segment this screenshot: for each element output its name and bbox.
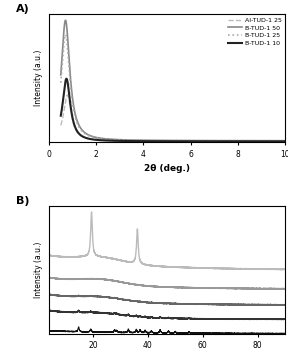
Al-TUD-1 25 xyxy=(155,138,158,143)
B-TUD-1 50 xyxy=(283,138,287,143)
B-TUD-1 25 xyxy=(145,138,149,142)
Al-TUD-1 25 xyxy=(145,138,149,143)
B-TUD-1 10 xyxy=(279,139,283,143)
Al-TUD-1 25 xyxy=(98,138,101,142)
Line: B-TUD-1 25: B-TUD-1 25 xyxy=(61,35,285,141)
B-TUD-1 10 xyxy=(65,77,68,81)
B-TUD-1 10 xyxy=(255,139,258,143)
B-TUD-1 50 xyxy=(98,136,101,140)
Al-TUD-1 25 xyxy=(255,139,258,143)
B-TUD-1 50 xyxy=(85,132,88,136)
B-TUD-1 10 xyxy=(145,139,149,143)
Line: Al-TUD-1 25: Al-TUD-1 25 xyxy=(61,95,285,141)
B-TUD-1 25 xyxy=(64,33,67,37)
Text: A): A) xyxy=(16,4,30,14)
Al-TUD-1 25 xyxy=(85,136,88,140)
Al-TUD-1 25 xyxy=(279,139,283,143)
B-TUD-1 10 xyxy=(283,139,287,143)
B-TUD-1 50 xyxy=(64,18,67,22)
B-TUD-1 50 xyxy=(155,138,158,143)
Text: B): B) xyxy=(16,196,29,206)
Y-axis label: Intensity (a.u.): Intensity (a.u.) xyxy=(34,242,43,298)
Line: B-TUD-1 10: B-TUD-1 10 xyxy=(61,79,285,141)
B-TUD-1 25 xyxy=(255,138,258,143)
Al-TUD-1 25 xyxy=(283,139,287,143)
B-TUD-1 50 xyxy=(59,73,62,77)
Y-axis label: Intensity (a.u.): Intensity (a.u.) xyxy=(34,50,43,106)
B-TUD-1 10 xyxy=(85,136,88,140)
B-TUD-1 10 xyxy=(155,139,158,143)
B-TUD-1 25 xyxy=(279,138,283,143)
Line: B-TUD-1 50: B-TUD-1 50 xyxy=(61,20,285,141)
B-TUD-1 10 xyxy=(59,114,62,118)
B-TUD-1 25 xyxy=(59,81,62,85)
B-TUD-1 50 xyxy=(145,138,149,142)
B-TUD-1 25 xyxy=(283,138,287,143)
B-TUD-1 10 xyxy=(98,138,101,142)
Al-TUD-1 25 xyxy=(66,93,69,97)
B-TUD-1 50 xyxy=(279,138,283,143)
X-axis label: 2θ (deg.): 2θ (deg.) xyxy=(144,164,190,173)
B-TUD-1 50 xyxy=(255,138,258,143)
Al-TUD-1 25 xyxy=(59,123,62,127)
B-TUD-1 25 xyxy=(155,138,158,143)
B-TUD-1 25 xyxy=(85,132,88,137)
B-TUD-1 25 xyxy=(98,136,101,141)
Legend: Al-TUD-1 25, B-TUD-1 50, B-TUD-1 25, B-TUD-1 10: Al-TUD-1 25, B-TUD-1 50, B-TUD-1 25, B-T… xyxy=(228,17,282,46)
